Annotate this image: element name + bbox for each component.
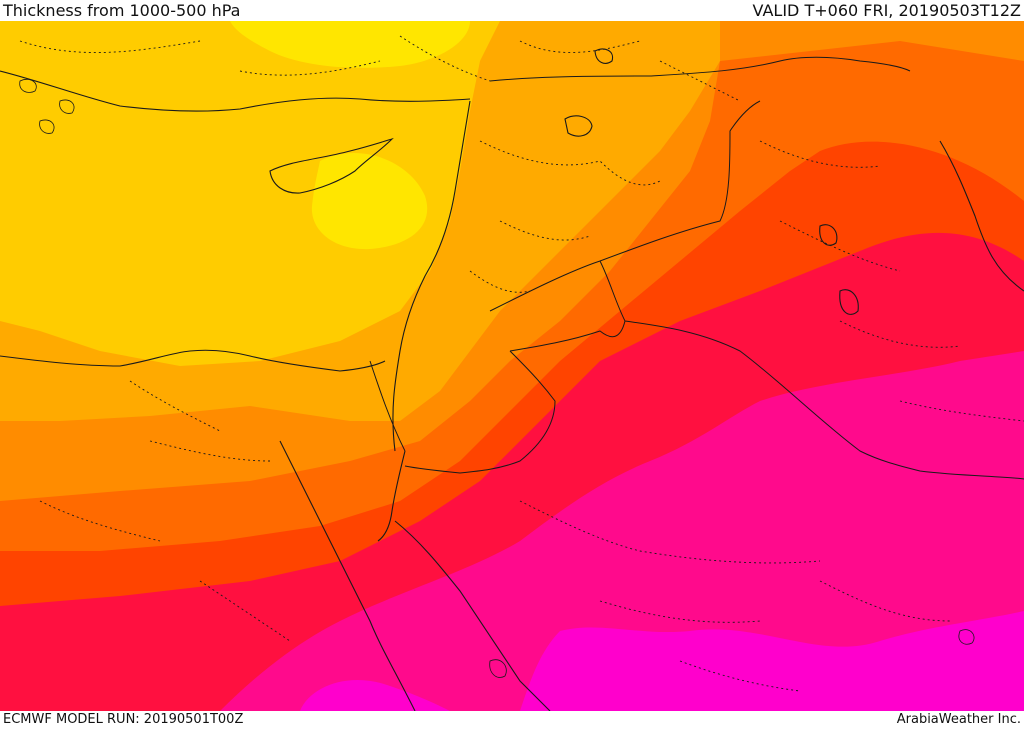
valid-time: VALID T+060 FRI, 20190503T12Z: [752, 1, 1021, 20]
island-red-sea-2: [958, 629, 975, 645]
iraq-lake: [819, 224, 838, 246]
political-borders: [369, 56, 1024, 480]
island-rhodes: [59, 99, 75, 114]
band-yellow: [0, 21, 500, 366]
jordan-iraq-border: [489, 100, 761, 312]
turkey-south-coast: [0, 70, 471, 112]
sinai-border: [369, 360, 406, 452]
gulf-coast: [939, 140, 1024, 292]
islands: [19, 78, 975, 678]
island-aegean-2: [39, 119, 55, 134]
lake-van: [564, 115, 593, 137]
saudi-iraq-border: [599, 260, 1024, 480]
island-red-sea-1: [489, 659, 507, 678]
band-pale-yellow-north: [230, 21, 470, 68]
internal-borders: [19, 35, 1024, 692]
egypt-governorates: [39, 380, 291, 642]
credit-label: ArabiaWeather Inc.: [896, 712, 1021, 727]
syria-governorates: [469, 140, 661, 293]
band-pale-yellow: [311, 153, 428, 250]
island-aegean-1: [19, 78, 37, 93]
band-deep-pink: [220, 351, 1024, 711]
egypt-north-coast: [0, 349, 386, 372]
saudi-jordan-south: [404, 350, 556, 474]
model-run-label: ECMWF MODEL RUN: 20190501T00Z: [3, 712, 244, 727]
map-title: Thickness from 1000-500 hPa: [3, 1, 241, 20]
suez-gulf: [279, 440, 416, 711]
iraq-governorates: [759, 140, 1024, 422]
iraq-lake-south: [839, 289, 859, 315]
levant-coast: [392, 100, 471, 452]
thickness-map[interactable]: [0, 21, 1024, 711]
red-sea-east: [394, 520, 551, 711]
map-panel[interactable]: [0, 21, 1024, 711]
saudi-jordan-border: [509, 320, 626, 352]
cyprus-coast: [269, 137, 394, 194]
coastlines: [0, 48, 1024, 711]
footer-bar: ECMWF MODEL RUN: 20190501T00Z ArabiaWeat…: [0, 711, 1024, 729]
saudi-provinces: [519, 500, 951, 692]
aqaba-gulf: [377, 450, 406, 542]
syria-iraq-border: [489, 56, 911, 82]
band-magenta: [520, 611, 1024, 711]
header-bar: Thickness from 1000-500 hPa VALID T+060 …: [0, 0, 1024, 21]
turkey-provinces: [19, 35, 741, 102]
band-magenta-west: [300, 680, 450, 711]
